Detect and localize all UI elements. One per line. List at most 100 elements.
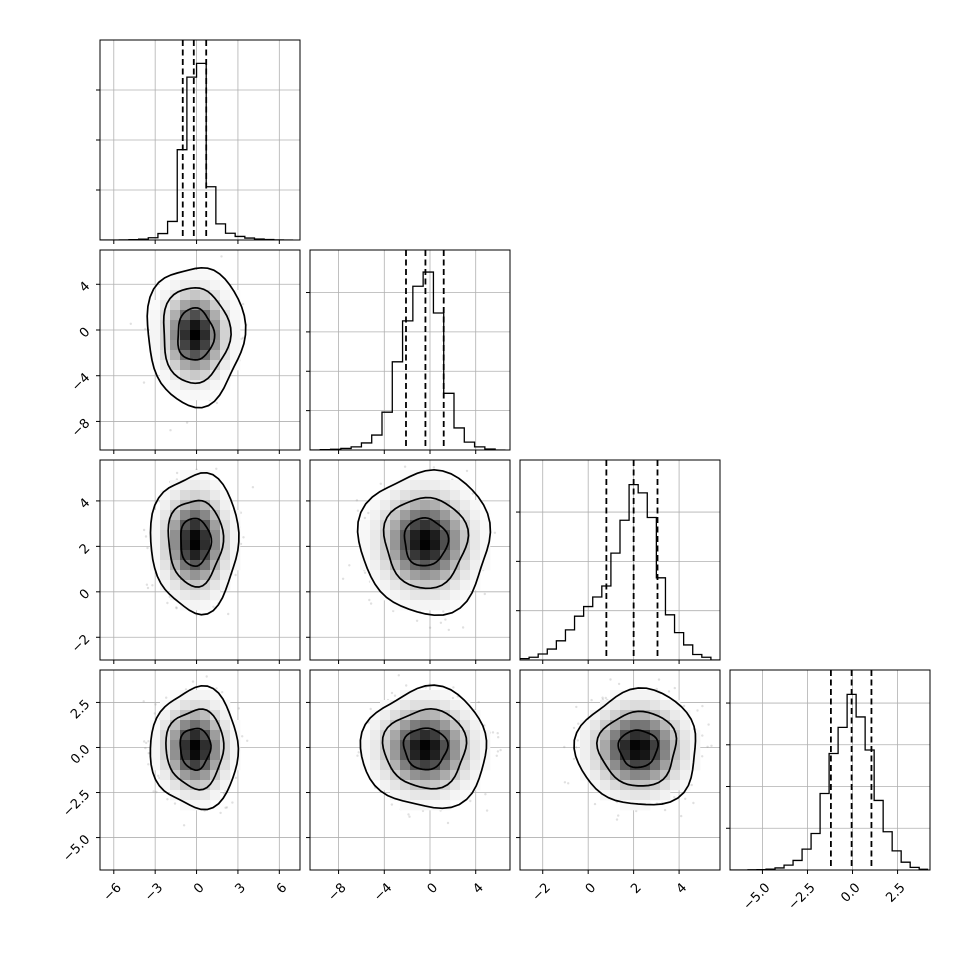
density-cell: [400, 770, 411, 781]
density-cell: [200, 720, 211, 731]
density-cell: [430, 740, 441, 751]
density-cell: [390, 520, 401, 531]
density-cell: [460, 780, 471, 791]
sample-point: [447, 628, 450, 632]
density-cell: [220, 330, 231, 341]
density-cell: [210, 280, 221, 291]
density-cell: [640, 770, 651, 781]
density-cell: [440, 720, 451, 731]
density-cell: [420, 550, 431, 561]
sample-point: [655, 687, 658, 691]
density-cell: [420, 780, 431, 791]
sample-point: [574, 746, 578, 749]
density-cell: [430, 560, 441, 571]
density-cell: [420, 790, 431, 801]
density-cell: [220, 540, 231, 551]
density-cell: [150, 560, 161, 571]
density-cell: [190, 530, 201, 541]
hist-panel-0: [96, 39, 301, 244]
sample-point: [701, 704, 704, 708]
density-cell: [630, 750, 641, 761]
y-tick-label: 4: [77, 496, 93, 512]
density-cell: [210, 390, 221, 401]
density-cell: [170, 390, 181, 401]
density-cell: [200, 470, 211, 481]
density-cell: [430, 590, 441, 601]
density-cell: [430, 490, 441, 501]
density-cell: [210, 740, 221, 751]
sample-point: [341, 577, 345, 580]
density-cell: [210, 320, 221, 331]
density-cell: [420, 520, 431, 531]
density-cell: [430, 730, 441, 741]
sample-point: [590, 698, 593, 702]
density-cell: [610, 780, 621, 791]
density-cell: [420, 590, 431, 601]
density-cell: [440, 530, 451, 541]
density-cell: [370, 510, 381, 521]
density-cell: [650, 740, 661, 751]
pair-panel-3-2: −2 0 2 4: [516, 669, 721, 905]
density-cell: [370, 760, 381, 771]
density-cell: [370, 530, 381, 541]
density-cell: [410, 510, 421, 521]
density-cell: [610, 740, 621, 751]
density-cell: [410, 720, 421, 731]
sample-point: [173, 802, 177, 805]
density-cell: [230, 560, 241, 571]
density-cell: [650, 690, 661, 701]
density-cell: [680, 770, 691, 781]
density-cell: [170, 690, 181, 701]
density-cell: [150, 340, 161, 351]
density-cell: [670, 770, 681, 781]
density-cell: [580, 760, 591, 771]
density-cell: [410, 800, 421, 811]
panel-content: [100, 670, 300, 870]
density-cell: [400, 580, 411, 591]
density-cell: [590, 710, 601, 721]
density-cell: [390, 560, 401, 571]
histogram-step: [520, 484, 720, 660]
sample-point: [444, 618, 447, 621]
density-cell: [200, 290, 211, 301]
density-cell: [210, 550, 221, 561]
density-cell: [370, 710, 381, 721]
density-cell: [590, 780, 601, 791]
density-cell: [370, 570, 381, 581]
density-cell: [180, 280, 191, 291]
density-cell: [440, 550, 451, 561]
density-cell: [440, 520, 451, 531]
sample-point: [408, 815, 411, 818]
sample-point: [147, 763, 150, 766]
density-cell: [180, 570, 191, 581]
density-cell: [230, 730, 241, 741]
density-cell: [200, 590, 211, 601]
density-cell: [390, 780, 401, 791]
density-cell: [180, 550, 191, 561]
sample-point: [205, 675, 208, 678]
sample-point: [219, 811, 222, 815]
density-cell: [390, 510, 401, 521]
density-cell: [630, 790, 641, 801]
density-cell: [190, 480, 201, 491]
density-cell: [380, 510, 391, 521]
density-cell: [390, 720, 401, 731]
sample-point: [496, 750, 500, 753]
x-tick-label: −8: [325, 880, 349, 904]
density-cell: [200, 500, 211, 511]
panel-frame: [309, 249, 511, 451]
density-cell: [660, 730, 671, 741]
sample-point: [165, 696, 168, 699]
y-tick-label: 0: [77, 587, 93, 603]
sample-point: [152, 790, 155, 793]
density-cell: [600, 770, 611, 781]
sample-point: [577, 722, 580, 725]
density-cell: [440, 560, 451, 571]
sample-point: [215, 401, 219, 405]
density-cell: [410, 770, 421, 781]
density-cell: [420, 530, 431, 541]
density-cell: [150, 730, 161, 741]
density-cell: [400, 500, 411, 511]
sample-point: [234, 776, 238, 779]
density-cell: [190, 320, 201, 331]
